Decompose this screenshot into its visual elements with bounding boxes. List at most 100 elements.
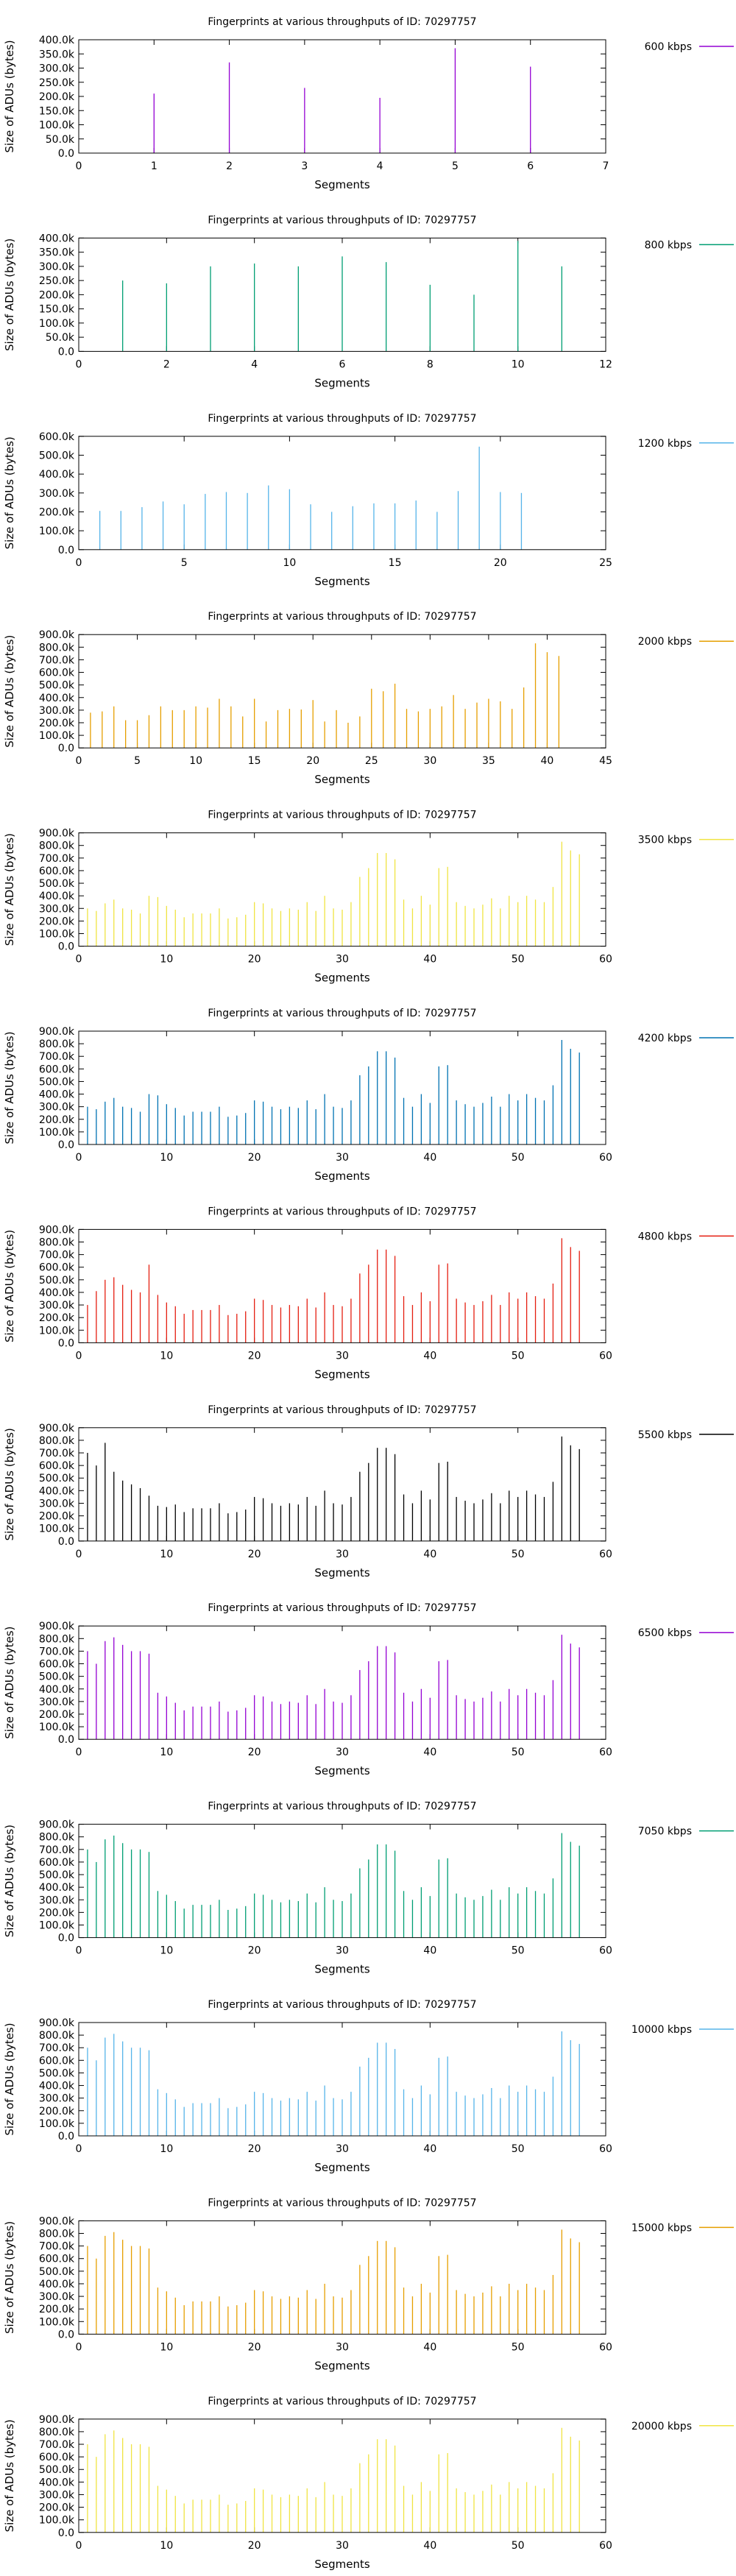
x-tick-label: 1 [151, 160, 158, 172]
y-tick-label: 600.0k [39, 1064, 75, 1075]
x-tick-label: 4 [251, 358, 258, 370]
y-tick-label: 900.0k [39, 828, 75, 840]
y-tick-label: 600.0k [39, 1659, 75, 1671]
plot-frame [78, 1030, 606, 1145]
y-tick-label: 100.0k [39, 928, 75, 940]
y-tick-label: 700.0k [39, 853, 75, 865]
x-tick-label: 20 [306, 755, 319, 767]
y-tick-label: 300.0k [39, 261, 75, 273]
y-tick-label: 300.0k [39, 1696, 75, 1708]
x-tick-label: 20 [248, 2341, 261, 2353]
chart-title: Fingerprints at various throughputs of I… [208, 16, 476, 28]
y-tick-label: 0.0 [58, 1139, 74, 1151]
x-tick-label: 50 [512, 1945, 525, 1957]
x-tick-label: 10 [160, 954, 173, 966]
y-tick-label: 200.0k [39, 2106, 75, 2117]
y-tick-label: 900.0k [39, 1224, 75, 1236]
plot-frame [78, 1625, 606, 1740]
x-tick-label: 10 [160, 1152, 173, 1164]
chart-title: Fingerprints at various throughputs of I… [208, 1602, 476, 1614]
y-tick-label: 350.0k [39, 247, 75, 259]
y-tick-label: 300.0k [39, 488, 75, 500]
x-tick-label: 2 [163, 358, 170, 370]
x-tick-label: 10 [160, 2540, 173, 2552]
y-tick-label: 500.0k [39, 1275, 75, 1287]
y-tick-label: 900.0k [39, 1819, 75, 1831]
y-axis-label: Size of ADUs (bytes) [3, 40, 16, 152]
y-tick-label: 0.0 [58, 1933, 74, 1945]
y-tick-label: 400.0k [39, 2279, 75, 2290]
y-tick-label: 600.0k [39, 668, 75, 679]
y-tick-label: 100.0k [39, 1722, 75, 1733]
y-tick-label: 100.0k [39, 2118, 75, 2130]
x-tick-label: 50 [512, 1350, 525, 1362]
x-tick-label: 0 [76, 160, 82, 172]
legend-label: 5500 kbps [638, 1429, 692, 1441]
y-tick-label: 800.0k [39, 1237, 75, 1249]
y-tick-label: 700.0k [39, 1051, 75, 1063]
y-tick-label: 400.0k [39, 693, 75, 704]
y-tick-label: 100.0k [39, 120, 75, 132]
x-tick-label: 0 [76, 1350, 82, 1362]
x-tick-label: 60 [599, 2341, 612, 2353]
x-tick-label: 20 [248, 1747, 261, 1758]
y-tick-label: 600.0k [39, 2452, 75, 2463]
y-axis-label: Size of ADUs (bytes) [3, 1627, 16, 1739]
plot-frame [78, 436, 606, 551]
x-tick-label: 60 [599, 1549, 612, 1560]
y-tick-label: 150.0k [39, 304, 75, 316]
y-tick-label: 900.0k [39, 1423, 75, 1434]
chart-title: Fingerprints at various throughputs of I… [208, 611, 476, 623]
y-tick-label: 200.0k [39, 916, 75, 927]
y-tick-label: 400.0k [39, 2081, 75, 2092]
chart-title: Fingerprints at various throughputs of I… [208, 1008, 476, 1019]
y-tick-label: 700.0k [39, 2241, 75, 2253]
y-tick-label: 600.0k [39, 1262, 75, 1274]
y-tick-label: 200.0k [39, 289, 75, 301]
chart-title: Fingerprints at various throughputs of I… [208, 1206, 476, 1217]
chart-title: Fingerprints at various throughputs of I… [208, 1404, 476, 1416]
y-tick-label: 100.0k [39, 1325, 75, 1337]
y-tick-label: 500.0k [39, 2067, 75, 2079]
legend-label: 1200 kbps [638, 438, 692, 450]
y-tick-label: 400.0k [39, 1882, 75, 1894]
y-tick-label: 500.0k [39, 2464, 75, 2476]
x-tick-label: 25 [365, 755, 378, 767]
x-tick-label: 60 [599, 1945, 612, 1957]
x-tick-label: 0 [76, 2341, 82, 2353]
x-tick-label: 0 [76, 1549, 82, 1560]
legend-label: 3500 kbps [638, 835, 692, 846]
legend-label: 15000 kbps [631, 2222, 692, 2234]
y-tick-label: 600.0k [39, 2055, 75, 2067]
x-tick-label: 30 [423, 755, 436, 767]
y-tick-label: 250.0k [39, 77, 75, 89]
x-tick-label: 20 [248, 2143, 261, 2155]
y-tick-label: 300.0k [39, 705, 75, 717]
x-tick-label: 5 [134, 755, 141, 767]
x-tick-label: 0 [76, 358, 82, 370]
y-tick-label: 800.0k [39, 1832, 75, 1844]
y-tick-label: 400.0k [39, 2477, 75, 2488]
x-axis-label: Segments [314, 1566, 370, 1579]
y-tick-label: 800.0k [39, 2229, 75, 2240]
y-tick-label: 400.0k [39, 1089, 75, 1101]
y-tick-label: 100.0k [39, 2515, 75, 2527]
x-tick-label: 50 [512, 2540, 525, 2552]
x-axis-label: Segments [314, 1170, 370, 1183]
x-tick-label: 40 [423, 1945, 436, 1957]
y-tick-label: 900.0k [39, 1026, 75, 1038]
x-tick-label: 40 [423, 954, 436, 966]
x-tick-label: 0 [76, 557, 82, 569]
plot-frame [78, 634, 606, 749]
y-tick-label: 500.0k [39, 878, 75, 890]
x-tick-label: 40 [423, 2341, 436, 2353]
y-tick-label: 200.0k [39, 718, 75, 729]
x-tick-label: 30 [336, 1945, 349, 1957]
x-axis-label: Segments [314, 2161, 370, 2174]
chart-title: Fingerprints at various throughputs of I… [208, 2396, 476, 2407]
y-tick-label: 300.0k [39, 2093, 75, 2105]
x-tick-label: 40 [423, 2540, 436, 2552]
y-tick-label: 300.0k [39, 1498, 75, 1510]
x-tick-label: 20 [248, 954, 261, 966]
y-axis-label: Size of ADUs (bytes) [3, 238, 16, 351]
